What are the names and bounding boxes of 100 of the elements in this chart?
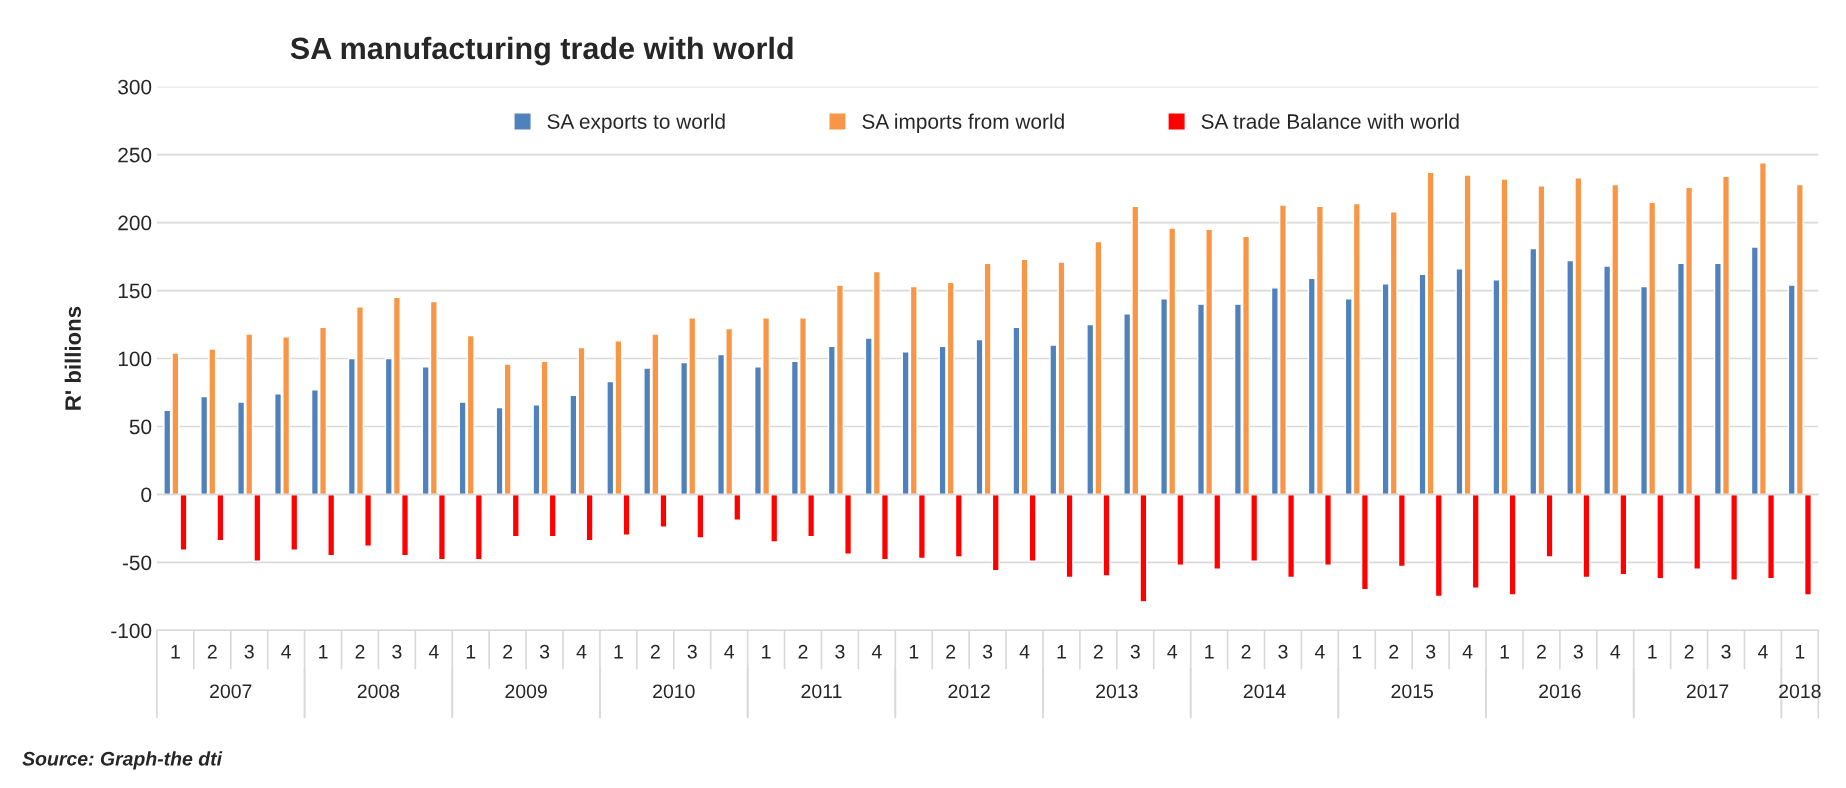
bar <box>1508 493 1517 596</box>
x-tick-label: 3 <box>244 644 254 659</box>
bar <box>1656 493 1665 580</box>
x-tick-label: 4 <box>1167 645 1178 659</box>
bar <box>1360 493 1369 591</box>
bar <box>437 493 446 561</box>
bar <box>1545 493 1554 558</box>
x-tick-label: 1 <box>1795 645 1805 659</box>
bar <box>1730 493 1739 581</box>
x-tick-label: 4 <box>576 645 587 659</box>
x-tick-label: 4 <box>1314 645 1325 659</box>
x-tick-label: 1 <box>1648 645 1657 659</box>
x-tick-label: 1 <box>1057 645 1066 659</box>
bar <box>253 493 262 562</box>
x-tick-label: 3 <box>1278 644 1288 659</box>
bar <box>991 493 1000 572</box>
x-tick-label: 2 <box>503 644 513 659</box>
bar <box>1065 493 1074 579</box>
x-tick-label: 3 <box>835 644 845 659</box>
y-tick-label: 300 <box>118 79 152 95</box>
x-tick-label: 2 <box>1536 644 1546 659</box>
chart-title: SA manufacturing trade with world <box>290 36 793 66</box>
bar <box>917 493 926 560</box>
x-tick-label: 2 <box>1684 644 1694 659</box>
text: 2013 <box>1096 684 1138 699</box>
x-tick-label: 1 <box>1205 645 1214 659</box>
x-tick-label: 4 <box>281 645 291 659</box>
x-tick-label: 3 <box>1130 644 1140 659</box>
x-tick-label: 4 <box>1462 645 1473 659</box>
text: 2010 <box>653 684 695 699</box>
bar <box>880 493 889 561</box>
bar <box>770 493 779 543</box>
y-tick-label: 200 <box>118 215 152 231</box>
legend-label: SA trade Balance with world <box>1201 113 1459 129</box>
bar <box>327 493 336 557</box>
x-tick-label: 4 <box>1757 645 1768 659</box>
x-tick-label: 1 <box>171 645 180 659</box>
text: 2007 <box>210 684 252 699</box>
x-tick-label: 3 <box>1573 644 1583 659</box>
bar <box>1287 493 1296 579</box>
x-tick-label: 1 <box>762 645 771 659</box>
bar <box>1767 493 1776 580</box>
x-tick-label: 2 <box>207 644 217 659</box>
text: 2012 <box>948 684 990 699</box>
bar <box>622 493 631 536</box>
x-tick-label: 1 <box>614 645 623 659</box>
x-tick-label: 2 <box>1241 644 1251 659</box>
x-tick-label: 4 <box>724 645 735 659</box>
bar <box>290 493 299 551</box>
legend-label: SA exports to world <box>547 113 725 134</box>
x-tick-label: 2 <box>355 644 365 659</box>
x-tick-label: 3 <box>687 644 697 659</box>
x-tick-label: 3 <box>1721 644 1731 659</box>
x-tick-label: 3 <box>1425 644 1436 659</box>
x-tick-label: 3 <box>392 644 402 659</box>
text: 2011 <box>801 684 842 699</box>
bar <box>659 493 668 528</box>
bar <box>364 493 373 547</box>
text: 2014 <box>1243 684 1286 699</box>
bar <box>1102 493 1111 577</box>
bar <box>1213 493 1222 570</box>
x-tick-label: 4 <box>1019 645 1030 659</box>
y-tick-label: 100 <box>118 351 152 367</box>
bar <box>1803 493 1812 596</box>
bar <box>1434 493 1443 598</box>
y-tick-label: 250 <box>118 147 152 163</box>
x-tick-label: 3 <box>982 644 993 659</box>
bar <box>1471 493 1480 589</box>
x-tick-label: 1 <box>909 645 919 659</box>
bar <box>585 493 594 542</box>
bar <box>844 493 853 555</box>
bar <box>548 493 557 538</box>
x-tick-label: 2 <box>946 644 956 659</box>
bar <box>1582 493 1591 579</box>
x-tick-label: 3 <box>539 644 550 659</box>
legend-label: SA imports from world <box>862 113 1064 134</box>
text: 2009 <box>505 684 547 699</box>
bar <box>179 493 188 551</box>
bar <box>474 493 483 561</box>
bar <box>1619 493 1628 576</box>
y-tick-label: -50 <box>122 555 152 571</box>
text: 2008 <box>357 684 400 699</box>
bar <box>696 493 705 539</box>
bar <box>511 493 520 538</box>
x-tick-label: 2 <box>798 644 808 659</box>
bar <box>216 493 225 542</box>
x-tick-label: 4 <box>428 645 439 659</box>
x-tick-label: 2 <box>1389 644 1399 659</box>
text: 2015 <box>1391 684 1434 699</box>
bar <box>954 493 963 558</box>
x-tick-label: 1 <box>319 645 328 659</box>
y-tick-label: 50 <box>129 419 152 435</box>
text: 2017 <box>1686 684 1729 699</box>
bar <box>1176 493 1185 566</box>
bar <box>1693 493 1702 570</box>
y-tick-label: 150 <box>118 283 152 299</box>
bar <box>400 493 410 557</box>
bar <box>807 493 816 538</box>
source-note: Source: Graph-the dti <box>22 751 223 770</box>
bar <box>1323 493 1333 566</box>
